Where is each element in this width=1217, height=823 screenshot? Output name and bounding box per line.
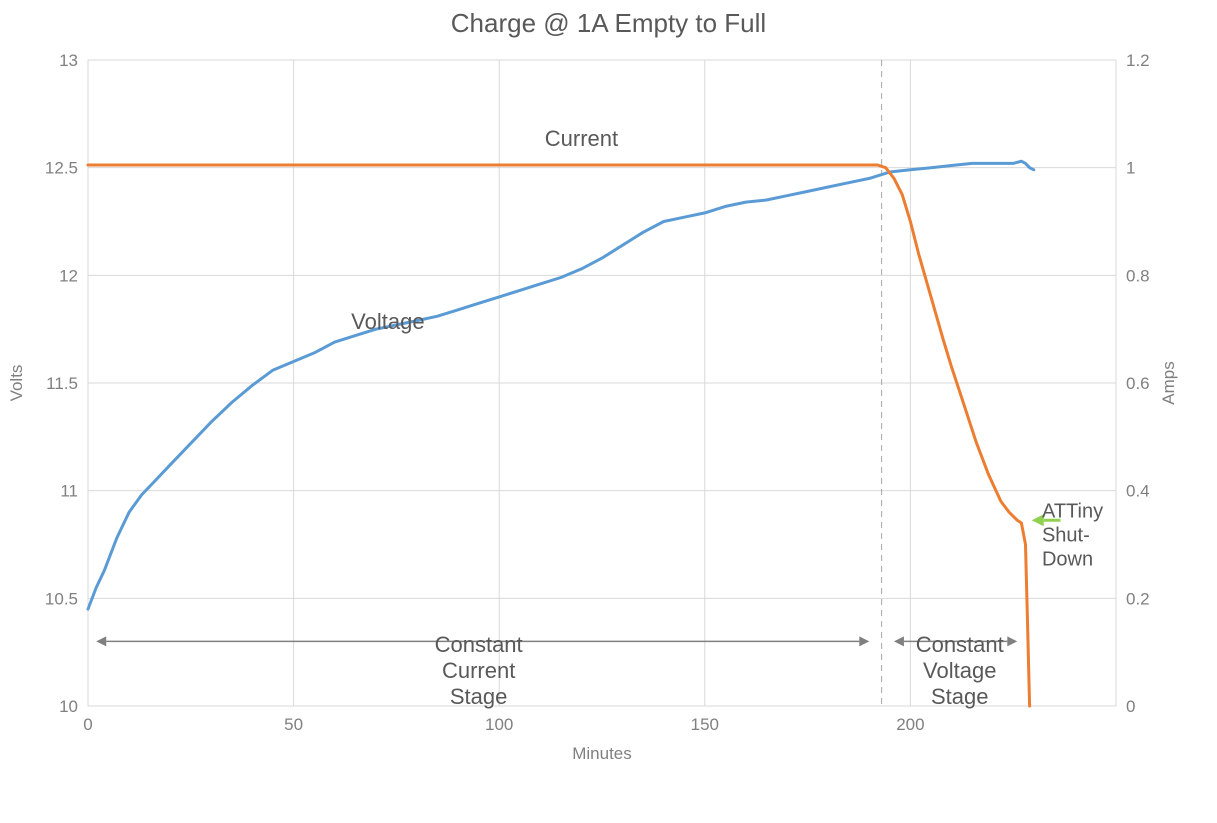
svg-text:Minutes: Minutes bbox=[572, 744, 632, 763]
svg-text:200: 200 bbox=[896, 715, 924, 734]
svg-text:0: 0 bbox=[1126, 697, 1135, 716]
svg-text:Current: Current bbox=[442, 658, 515, 683]
svg-text:13: 13 bbox=[59, 51, 78, 70]
svg-text:0.2: 0.2 bbox=[1126, 589, 1150, 608]
svg-text:1: 1 bbox=[1126, 159, 1135, 178]
svg-text:Stage: Stage bbox=[931, 684, 989, 709]
svg-text:Stage: Stage bbox=[450, 684, 508, 709]
svg-text:Constant: Constant bbox=[916, 632, 1004, 657]
svg-text:100: 100 bbox=[485, 715, 513, 734]
svg-text:0: 0 bbox=[83, 715, 92, 734]
svg-text:Voltage: Voltage bbox=[923, 658, 996, 683]
svg-text:0.6: 0.6 bbox=[1126, 374, 1150, 393]
svg-text:50: 50 bbox=[284, 715, 303, 734]
chart-svg: 0 50 100 150 200 10 10.5 11 11.5 12 12.5 13 0 0.2 0.4 0… bbox=[0, 0, 1217, 823]
svg-text:Volts: Volts bbox=[7, 365, 26, 402]
svg-text:Constant: Constant bbox=[435, 632, 523, 657]
svg-text:12: 12 bbox=[59, 266, 78, 285]
svg-text:Voltage: Voltage bbox=[351, 309, 424, 334]
svg-text:10.5: 10.5 bbox=[45, 589, 78, 608]
svg-text:11.5: 11.5 bbox=[46, 374, 78, 393]
chart-title: Charge @ 1A Empty to Full bbox=[0, 8, 1217, 39]
svg-text:150: 150 bbox=[691, 715, 719, 734]
svg-text:0.4: 0.4 bbox=[1126, 482, 1150, 501]
svg-text:Shut-: Shut- bbox=[1042, 525, 1090, 547]
svg-text:Current: Current bbox=[545, 126, 618, 151]
svg-text:10: 10 bbox=[59, 697, 78, 716]
svg-text:0.8: 0.8 bbox=[1126, 266, 1150, 285]
svg-text:12.5: 12.5 bbox=[45, 159, 78, 178]
svg-text:ATTiny: ATTiny bbox=[1042, 501, 1103, 523]
chart-container: Charge @ 1A Empty to Full 05010015020010… bbox=[0, 0, 1217, 823]
svg-text:11: 11 bbox=[60, 482, 78, 501]
svg-text:Amps: Amps bbox=[1159, 361, 1178, 404]
svg-text:1.2: 1.2 bbox=[1126, 51, 1150, 70]
svg-text:Down: Down bbox=[1042, 549, 1093, 571]
